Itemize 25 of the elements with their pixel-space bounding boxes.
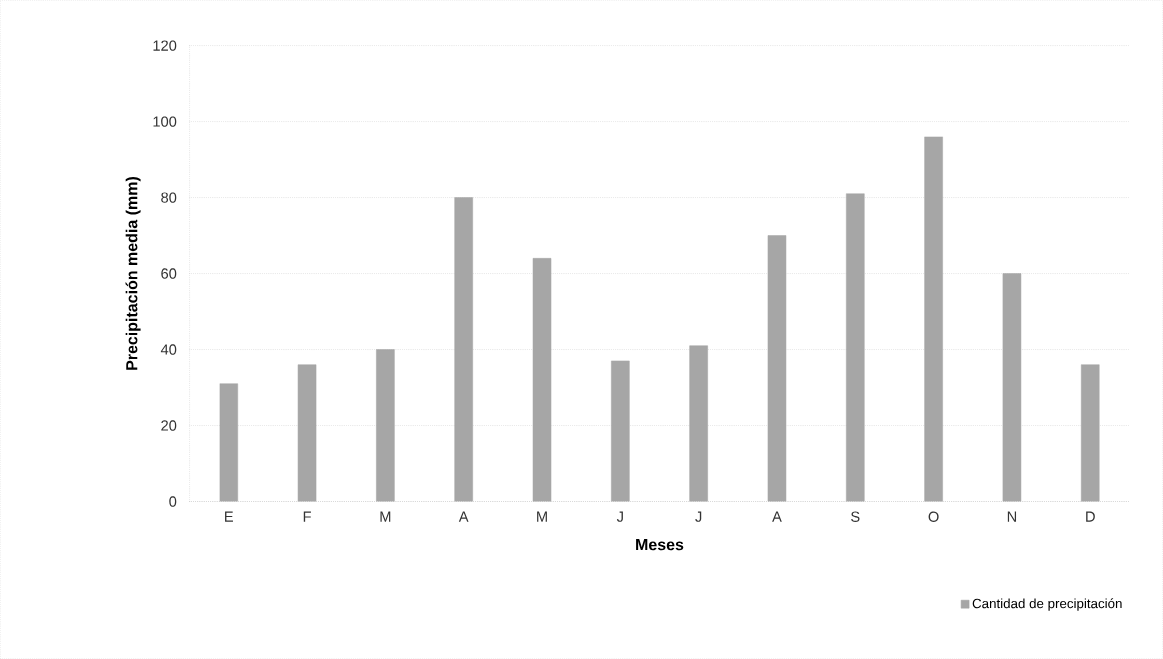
y-tick-label: 100 <box>153 116 177 127</box>
x-tick-label: S <box>851 511 860 522</box>
y-tick-label: 40 <box>160 344 177 355</box>
y-tick-label: 20 <box>161 420 177 431</box>
x-tick-label: M <box>380 511 391 522</box>
x-tick-label: M <box>537 511 547 522</box>
y-tick-label: 80 <box>161 192 177 203</box>
x-tick-label: A <box>458 511 469 522</box>
x-tick-label: E <box>225 511 233 522</box>
y-tick-label: 120 <box>153 40 177 51</box>
x-tick-label: J <box>616 511 623 522</box>
bar <box>297 364 317 502</box>
x-tick-label: F <box>303 511 311 522</box>
bar <box>767 235 787 502</box>
y-tick-label: 60 <box>161 268 177 279</box>
x-tick-label: O <box>928 511 939 522</box>
y-tick-label: 0 <box>169 496 177 507</box>
x-tick-label: J <box>695 511 702 522</box>
x-tick-label: D <box>1086 511 1095 522</box>
x-tick-label: N <box>1007 511 1017 522</box>
bar <box>376 349 395 502</box>
legend-label: Cantidad de precipitación <box>972 598 1122 611</box>
y-axis-title: Precipitación media (mm) <box>125 176 141 370</box>
x-tick-label: A <box>772 511 782 522</box>
x-axis-title: Meses <box>636 539 684 551</box>
